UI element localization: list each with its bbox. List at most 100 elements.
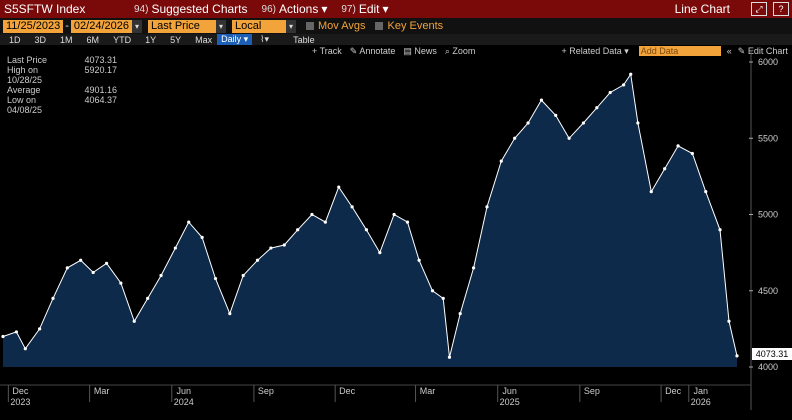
- legend-label: Low on 04/08/25: [7, 95, 43, 115]
- actions-menu[interactable]: 96) Actions ▾: [261, 2, 328, 16]
- start-date-field[interactable]: 11/25/2023: [3, 19, 64, 33]
- period-6m[interactable]: 6M: [86, 34, 100, 45]
- period-1y[interactable]: 1Y: [145, 34, 157, 45]
- price-point: [471, 266, 476, 270]
- edit-chart-button[interactable]: ✎ Edit Chart: [737, 45, 788, 56]
- x-year-label: 2025: [500, 397, 520, 407]
- price-point: [51, 296, 55, 300]
- price-point: [282, 243, 286, 247]
- y-tick-label: 6000: [758, 57, 778, 67]
- price-point: [104, 261, 109, 265]
- line-style-icon[interactable]: ⌇▾: [260, 34, 270, 44]
- price-point: [567, 136, 571, 140]
- price-point: [676, 144, 680, 148]
- price-point: [91, 270, 95, 275]
- key-events-checkbox[interactable]: [375, 22, 384, 30]
- period-1m[interactable]: 1M: [60, 34, 73, 45]
- chevron-down-icon[interactable]: ▾: [285, 19, 296, 33]
- price-point: [608, 90, 612, 95]
- price-point: [417, 258, 421, 262]
- x-year-label: 2026: [691, 397, 711, 407]
- last-value-tag: 4073.31: [752, 348, 792, 360]
- price-point: [350, 205, 354, 209]
- price-point: [337, 185, 341, 189]
- date-range-bar: 11/25/2023 - 02/24/2026 ▾ Last Price ▾ L…: [0, 18, 792, 45]
- x-tick-label: Jun: [177, 386, 192, 396]
- x-tick-label: Sep: [584, 386, 600, 396]
- price-point: [146, 296, 150, 300]
- x-year-label: 2023: [10, 397, 30, 407]
- price-area: [3, 74, 737, 367]
- collapse-icon[interactable]: «: [726, 46, 732, 56]
- price-point: [621, 83, 626, 87]
- x-tick-label: Sep: [258, 386, 274, 396]
- legend-row-low: Low on 04/08/25 4064.37: [7, 95, 117, 115]
- period-max[interactable]: Max: [195, 34, 213, 45]
- news-button[interactable]: ▤ News: [403, 45, 437, 56]
- header-bar: S5SFTW Index 94) Suggested Charts 96) Acti…: [0, 0, 792, 18]
- legend-row-average: Average 4901.16: [7, 85, 117, 95]
- price-point: [458, 312, 462, 316]
- legend-label: Last Price: [7, 55, 48, 65]
- calendar-dropdown-icon[interactable]: ▾: [131, 19, 142, 33]
- legend-row-high: High on 10/28/25 5920.17: [7, 65, 117, 85]
- last-value-label: 4073.31: [756, 349, 789, 359]
- price-point: [441, 296, 445, 300]
- price-point: [663, 167, 667, 171]
- period-3d[interactable]: 3D: [34, 34, 47, 45]
- chevron-down-icon[interactable]: ▾: [215, 19, 226, 33]
- price-field-select[interactable]: Last Price: [147, 19, 216, 33]
- price-point: [187, 220, 191, 224]
- price-point: [255, 258, 260, 262]
- legend-value: 4064.37: [84, 95, 117, 105]
- price-point: [690, 151, 694, 156]
- period-5y[interactable]: 5Y: [170, 34, 182, 45]
- legend-row-last-price: Last Price 4073.31: [7, 55, 117, 65]
- edit-menu[interactable]: 97) Edit ▾: [341, 2, 389, 16]
- period-1d[interactable]: 1D: [9, 34, 21, 45]
- price-point: [499, 159, 503, 163]
- price-point: [310, 212, 314, 217]
- price-point: [727, 319, 731, 323]
- chart-legend: Last Price 4073.31 High on 10/28/25 5920.1…: [7, 55, 117, 115]
- price-point: [718, 228, 722, 232]
- suggested-charts-menu[interactable]: 94) Suggested Charts: [134, 2, 248, 16]
- price-point: [554, 113, 558, 117]
- period-ytd[interactable]: YTD: [113, 34, 132, 45]
- price-line: [2, 72, 738, 358]
- x-tick-label: Dec: [339, 386, 356, 396]
- price-point: [735, 354, 739, 358]
- period-bar: 1D 3D 1M 6M YTD 1Y 5Y Max Daily ▾ ⌇▾ Tab…: [0, 34, 792, 45]
- zoom-button[interactable]: ⌕ Zoom: [444, 45, 476, 56]
- y-tick-label: 4000: [758, 362, 778, 372]
- price-point: [405, 220, 410, 224]
- price-point: [269, 246, 273, 250]
- mov-avgs-label: Mov Avgs: [317, 20, 366, 32]
- x-tick-label: Dec: [665, 386, 682, 396]
- table-toggle[interactable]: Table: [293, 34, 315, 45]
- currency-select[interactable]: Local CCY: [231, 19, 286, 45]
- track-button[interactable]: + Track: [312, 46, 342, 56]
- frequency-select[interactable]: Daily ▾: [217, 34, 253, 45]
- price-point: [636, 121, 640, 125]
- price-point: [704, 190, 708, 194]
- price-point: [159, 273, 163, 278]
- price-point: [526, 121, 530, 125]
- mov-avgs-checkbox[interactable]: [305, 22, 314, 30]
- chevron-down-icon: ▾: [382, 2, 389, 16]
- expand-icon[interactable]: ⤢: [751, 2, 767, 16]
- price-point: [485, 205, 489, 209]
- x-year-label: 2024: [174, 397, 194, 407]
- chart-grid: [0, 50, 752, 410]
- end-date-field[interactable]: 02/24/2026: [70, 19, 132, 33]
- related-data-button[interactable]: + Related Data ▾: [561, 45, 629, 56]
- add-data-input[interactable]: Add Data: [638, 46, 721, 56]
- legend-value: 4073.31: [84, 55, 117, 65]
- help-icon[interactable]: ?: [773, 2, 789, 16]
- annotate-button[interactable]: ✎ Annotate: [349, 45, 396, 56]
- price-point: [241, 273, 245, 278]
- price-markers: [1, 72, 739, 359]
- price-point: [539, 98, 544, 102]
- key-events-label: Key Events: [387, 20, 444, 32]
